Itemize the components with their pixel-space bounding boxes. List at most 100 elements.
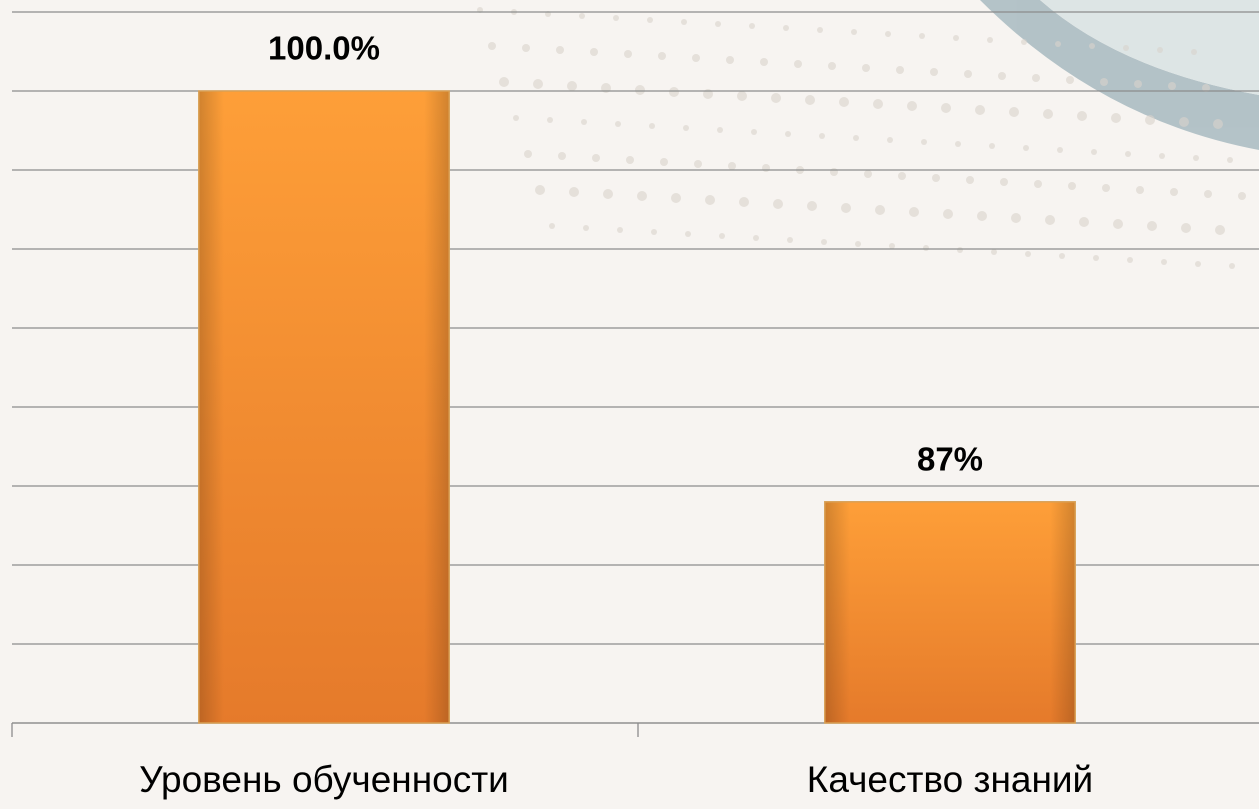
dot bbox=[964, 70, 972, 78]
dot bbox=[681, 19, 687, 25]
dot bbox=[615, 121, 621, 127]
dot bbox=[828, 62, 836, 70]
dot bbox=[694, 160, 702, 168]
dot bbox=[953, 35, 959, 41]
dot bbox=[549, 223, 555, 229]
dot bbox=[1229, 263, 1235, 269]
dot bbox=[1021, 39, 1027, 45]
dot bbox=[590, 48, 598, 56]
dot bbox=[921, 139, 927, 145]
dot bbox=[649, 123, 655, 129]
dot bbox=[1113, 219, 1123, 229]
dot bbox=[749, 23, 755, 29]
dot bbox=[923, 245, 929, 251]
dot bbox=[957, 247, 963, 253]
dot bbox=[624, 50, 632, 58]
dot bbox=[991, 249, 997, 255]
dot bbox=[715, 21, 721, 27]
dot bbox=[1170, 188, 1178, 196]
dot bbox=[737, 91, 747, 101]
dot bbox=[728, 162, 736, 170]
dot bbox=[1227, 157, 1233, 163]
dot bbox=[977, 211, 987, 221]
x-tick-label: Качество знаний bbox=[807, 759, 1093, 800]
dot bbox=[1079, 217, 1089, 227]
dot bbox=[771, 93, 781, 103]
dot bbox=[658, 52, 666, 60]
decoration bbox=[980, 0, 1259, 150]
dot bbox=[1136, 186, 1144, 194]
bar-edge bbox=[198, 90, 450, 724]
dot bbox=[932, 174, 940, 182]
dot bbox=[907, 101, 917, 111]
dot bbox=[685, 231, 691, 237]
dot bbox=[753, 235, 759, 241]
dot bbox=[873, 99, 883, 109]
dot bbox=[1195, 261, 1201, 267]
dot bbox=[898, 172, 906, 180]
dot bbox=[1100, 78, 1108, 86]
dot bbox=[885, 31, 891, 37]
dot bbox=[719, 233, 725, 239]
dot bbox=[987, 37, 993, 43]
dot bbox=[647, 17, 653, 23]
dot bbox=[853, 135, 859, 141]
dot-pattern bbox=[477, 7, 1246, 269]
dot bbox=[1055, 41, 1061, 47]
dot bbox=[705, 195, 715, 205]
dot bbox=[1125, 151, 1131, 157]
dot bbox=[635, 85, 645, 95]
dot bbox=[805, 95, 815, 105]
dot bbox=[943, 209, 953, 219]
dot bbox=[692, 54, 700, 62]
dot bbox=[1034, 180, 1042, 188]
dot bbox=[998, 72, 1006, 80]
dot bbox=[1168, 82, 1176, 90]
dot bbox=[887, 137, 893, 143]
dot bbox=[1089, 43, 1095, 49]
dot bbox=[1011, 213, 1021, 223]
dot bbox=[1202, 84, 1210, 92]
dot bbox=[522, 44, 530, 52]
dot bbox=[603, 189, 613, 199]
dot bbox=[1161, 259, 1167, 265]
dot bbox=[1032, 74, 1040, 82]
dot bbox=[1043, 109, 1053, 119]
dot bbox=[1045, 215, 1055, 225]
dot bbox=[909, 207, 919, 217]
dot bbox=[569, 187, 579, 197]
dot bbox=[864, 170, 872, 178]
dot bbox=[717, 127, 723, 133]
dot bbox=[1123, 45, 1129, 51]
dot bbox=[1000, 178, 1008, 186]
dot bbox=[1009, 107, 1019, 117]
dot bbox=[1215, 225, 1225, 235]
dot bbox=[762, 164, 770, 172]
dot bbox=[567, 81, 577, 91]
dot bbox=[558, 152, 566, 160]
dot bbox=[556, 46, 564, 54]
dot bbox=[726, 56, 734, 64]
dot bbox=[941, 103, 951, 113]
dot bbox=[751, 129, 757, 135]
dot bbox=[787, 237, 793, 243]
dot bbox=[683, 125, 689, 131]
dot bbox=[1181, 223, 1191, 233]
dot bbox=[1077, 111, 1087, 121]
dot bbox=[817, 27, 823, 33]
dot bbox=[1127, 257, 1133, 263]
dot bbox=[739, 197, 749, 207]
dot bbox=[955, 141, 961, 147]
dot bbox=[1102, 184, 1110, 192]
dot bbox=[617, 227, 623, 233]
dot bbox=[760, 58, 768, 66]
dot bbox=[1068, 182, 1076, 190]
dot bbox=[1147, 221, 1157, 231]
dot bbox=[855, 241, 861, 247]
bar-edge bbox=[824, 501, 1076, 724]
dot bbox=[1023, 145, 1029, 151]
dot bbox=[626, 156, 634, 164]
dot bbox=[966, 176, 974, 184]
dot bbox=[889, 243, 895, 249]
